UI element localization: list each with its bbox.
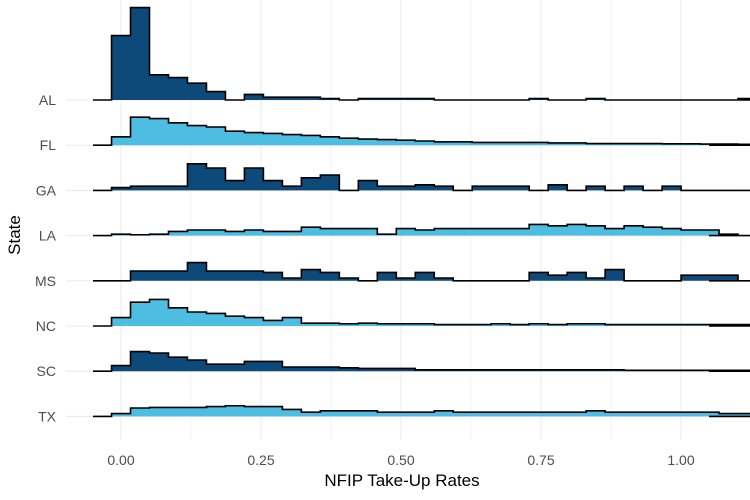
ridgeline-series [93, 6, 750, 418]
ridge-outline-fl [93, 116, 750, 146]
y-tick-label: TX [38, 408, 57, 424]
y-tick-label: GA [36, 182, 57, 198]
y-tick-label: SC [37, 363, 56, 379]
ridge-fill-al [93, 7, 750, 100]
x-tick-label: 1.00 [667, 452, 694, 468]
ridge-fill-tx [93, 405, 750, 417]
ridge-outline-ga [93, 163, 750, 192]
ridge-al [93, 6, 750, 101]
x-tick-label: 0.25 [247, 452, 274, 468]
ridge-outline-nc [93, 298, 750, 327]
y-tick-label: FL [40, 137, 57, 153]
ridge-outline-ms [93, 261, 750, 282]
x-tick-label: 0.00 [107, 452, 134, 468]
ridge-tx [93, 404, 750, 418]
ridge-outline-sc [93, 350, 750, 372]
ridge-fill-nc [93, 299, 750, 326]
ridge-outline-tx [93, 404, 750, 418]
x-tick-label: 0.75 [527, 452, 554, 468]
ridge-fill-fl [93, 117, 750, 146]
ridge-sc [93, 350, 750, 372]
ridge-ga [93, 163, 750, 192]
ridge-fill-ga [93, 163, 750, 191]
y-axis-tick-labels: AL FL GA LA MS NC SC TX [35, 92, 57, 424]
ridge-la [93, 223, 750, 237]
ridge-ms [93, 261, 750, 282]
x-axis-tick-labels: 0.00 0.25 0.50 0.75 1.00 [107, 452, 694, 468]
y-tick-label: AL [39, 92, 56, 108]
ridge-nc [93, 298, 750, 327]
ridge-fl [93, 116, 750, 146]
ridge-outline-la [93, 223, 750, 237]
grid-lines [66, 0, 738, 440]
y-axis-title: State [5, 215, 24, 255]
x-axis-title: NFIP Take-Up Rates [324, 471, 479, 490]
y-tick-label: LA [39, 228, 57, 244]
y-tick-label: MS [35, 273, 56, 289]
ridge-fill-sc [93, 351, 750, 372]
x-tick-label: 0.50 [387, 452, 414, 468]
ridge-outline-al [93, 6, 750, 101]
y-tick-label: NC [36, 318, 56, 334]
